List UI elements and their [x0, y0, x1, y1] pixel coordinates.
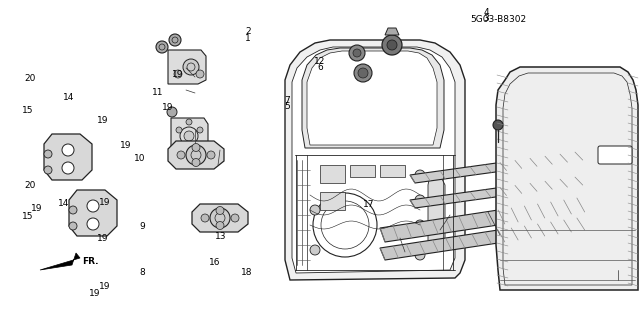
Circle shape — [210, 208, 230, 228]
Circle shape — [177, 151, 185, 159]
Circle shape — [415, 220, 425, 230]
Circle shape — [184, 131, 194, 141]
Circle shape — [493, 120, 503, 130]
Polygon shape — [44, 134, 92, 180]
Circle shape — [186, 145, 206, 165]
Text: 15: 15 — [22, 106, 33, 115]
Text: FR.: FR. — [82, 257, 99, 266]
Text: 20: 20 — [24, 74, 36, 83]
Polygon shape — [292, 47, 455, 273]
Circle shape — [186, 145, 192, 151]
Text: 10: 10 — [134, 154, 145, 163]
Text: 19: 19 — [99, 198, 110, 207]
Text: 6: 6 — [317, 63, 323, 72]
Circle shape — [415, 195, 425, 205]
Circle shape — [387, 40, 397, 50]
Text: 19: 19 — [31, 204, 42, 213]
Circle shape — [169, 34, 181, 46]
Circle shape — [415, 250, 425, 260]
Text: 8: 8 — [140, 268, 145, 277]
Circle shape — [69, 206, 77, 214]
Circle shape — [183, 59, 199, 75]
Text: 2: 2 — [246, 27, 251, 36]
Polygon shape — [410, 175, 598, 208]
Bar — [380, 165, 405, 177]
Polygon shape — [302, 48, 444, 148]
Bar — [320, 192, 345, 210]
Text: 9: 9 — [140, 222, 145, 231]
Text: 5G03-B8302: 5G03-B8302 — [470, 15, 527, 24]
Text: 18: 18 — [241, 268, 252, 277]
Circle shape — [310, 205, 320, 215]
Text: 19: 19 — [162, 103, 173, 112]
Text: 11: 11 — [152, 88, 163, 97]
Text: 5: 5 — [284, 102, 289, 111]
Circle shape — [186, 119, 192, 125]
Text: 19: 19 — [97, 116, 108, 125]
Circle shape — [358, 68, 368, 78]
Circle shape — [69, 222, 77, 230]
Circle shape — [231, 214, 239, 222]
Polygon shape — [410, 150, 598, 183]
Circle shape — [156, 41, 168, 53]
Text: 19: 19 — [89, 289, 100, 298]
Text: 19: 19 — [99, 282, 110, 291]
Polygon shape — [380, 216, 598, 260]
Text: 19: 19 — [120, 141, 132, 150]
Circle shape — [192, 144, 200, 152]
Polygon shape — [496, 67, 638, 290]
Polygon shape — [168, 141, 224, 169]
Circle shape — [216, 206, 224, 214]
Circle shape — [310, 245, 320, 255]
Text: 19: 19 — [97, 234, 108, 243]
Text: 17: 17 — [363, 200, 374, 209]
Text: 19: 19 — [172, 70, 184, 79]
Circle shape — [197, 127, 203, 133]
Circle shape — [87, 218, 99, 230]
Polygon shape — [285, 40, 465, 280]
Circle shape — [167, 107, 177, 117]
Circle shape — [353, 49, 361, 57]
Bar — [320, 165, 345, 183]
Polygon shape — [385, 28, 399, 35]
Circle shape — [62, 144, 74, 156]
Text: 3: 3 — [484, 14, 489, 23]
Circle shape — [196, 70, 204, 78]
Circle shape — [44, 150, 52, 158]
Text: 1: 1 — [246, 34, 251, 43]
Polygon shape — [69, 190, 117, 236]
Circle shape — [349, 45, 365, 61]
Polygon shape — [168, 50, 206, 84]
Circle shape — [174, 70, 182, 78]
Bar — [350, 165, 375, 177]
FancyBboxPatch shape — [598, 146, 632, 164]
Circle shape — [87, 200, 99, 212]
Polygon shape — [428, 175, 445, 252]
Text: 14: 14 — [58, 199, 70, 208]
Circle shape — [382, 35, 402, 55]
Circle shape — [62, 162, 74, 174]
Circle shape — [415, 170, 425, 180]
Circle shape — [201, 214, 209, 222]
Polygon shape — [307, 51, 437, 145]
Polygon shape — [40, 253, 80, 270]
Text: 13: 13 — [215, 232, 227, 241]
Circle shape — [176, 127, 182, 133]
Polygon shape — [380, 196, 598, 242]
Polygon shape — [171, 118, 208, 154]
Polygon shape — [192, 204, 248, 232]
Text: 4: 4 — [484, 8, 489, 17]
Circle shape — [192, 159, 200, 167]
Text: 16: 16 — [209, 258, 220, 267]
Text: 14: 14 — [63, 93, 75, 102]
Circle shape — [44, 166, 52, 174]
Circle shape — [354, 64, 372, 82]
Circle shape — [216, 221, 224, 229]
Text: 15: 15 — [22, 212, 33, 221]
Text: 20: 20 — [24, 182, 36, 190]
Text: 7: 7 — [284, 96, 289, 105]
Circle shape — [207, 151, 215, 159]
Text: 12: 12 — [314, 57, 326, 66]
